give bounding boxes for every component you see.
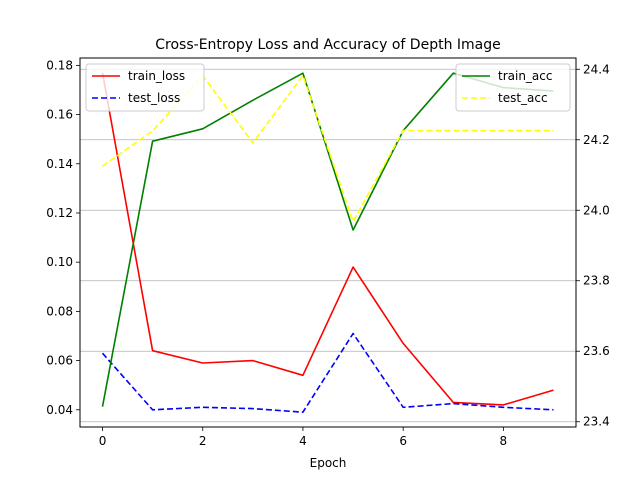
x-tick-label: 0 (99, 434, 107, 448)
plot-frame (79, 57, 577, 428)
left-y-tick-label: 0.12 (46, 206, 73, 220)
series-line-train-loss (101, 72, 554, 406)
series-line-test-loss (101, 332, 554, 414)
right-y-tick-label: 23.8 (583, 274, 610, 288)
x-tick-label: 2 (199, 434, 207, 448)
legend-label: train_acc (498, 69, 552, 83)
legend-label: test_acc (498, 91, 548, 105)
legend-layer: train_loss test_loss train_acc test_acc (85, 63, 571, 112)
left-y-tick-label: 0.08 (46, 304, 73, 318)
x-tick-label: 6 (399, 434, 407, 448)
legend-label: test_loss (128, 91, 180, 105)
series-layer (101, 72, 554, 414)
left-y-tick-label: 0.06 (46, 354, 73, 368)
x-axis-label: Epoch (310, 456, 347, 470)
series-line-test-acc (102, 74, 554, 223)
left-y-tick-label: 0.04 (46, 403, 73, 417)
axis-layer: 0 2 4 6 8 0.04 0.06 0.08 0.10 0.12 0.14 0.16 0.18 23.… (46, 58, 609, 448)
right-y-tick-label: 24.4 (583, 62, 610, 76)
grid-layer (80, 68, 576, 423)
left-y-tick-label: 0.16 (46, 108, 73, 122)
series-line-train-acc (101, 72, 554, 407)
legend-label: train_loss (128, 69, 185, 83)
right-y-tick-label: 24.0 (583, 203, 610, 217)
left-y-tick-label: 0.10 (46, 255, 73, 269)
left-y-tick-label: 0.14 (46, 157, 73, 171)
chart-title: Cross-Entropy Loss and Accuracy of Depth… (155, 37, 500, 53)
x-tick-label: 4 (299, 434, 307, 448)
right-y-tick-label: 23.6 (583, 344, 610, 358)
right-y-tick-label: 23.4 (583, 415, 610, 429)
x-tick-label: 8 (500, 434, 508, 448)
right-y-tick-label: 24.2 (583, 133, 610, 147)
left-y-tick-label: 0.18 (46, 58, 73, 72)
